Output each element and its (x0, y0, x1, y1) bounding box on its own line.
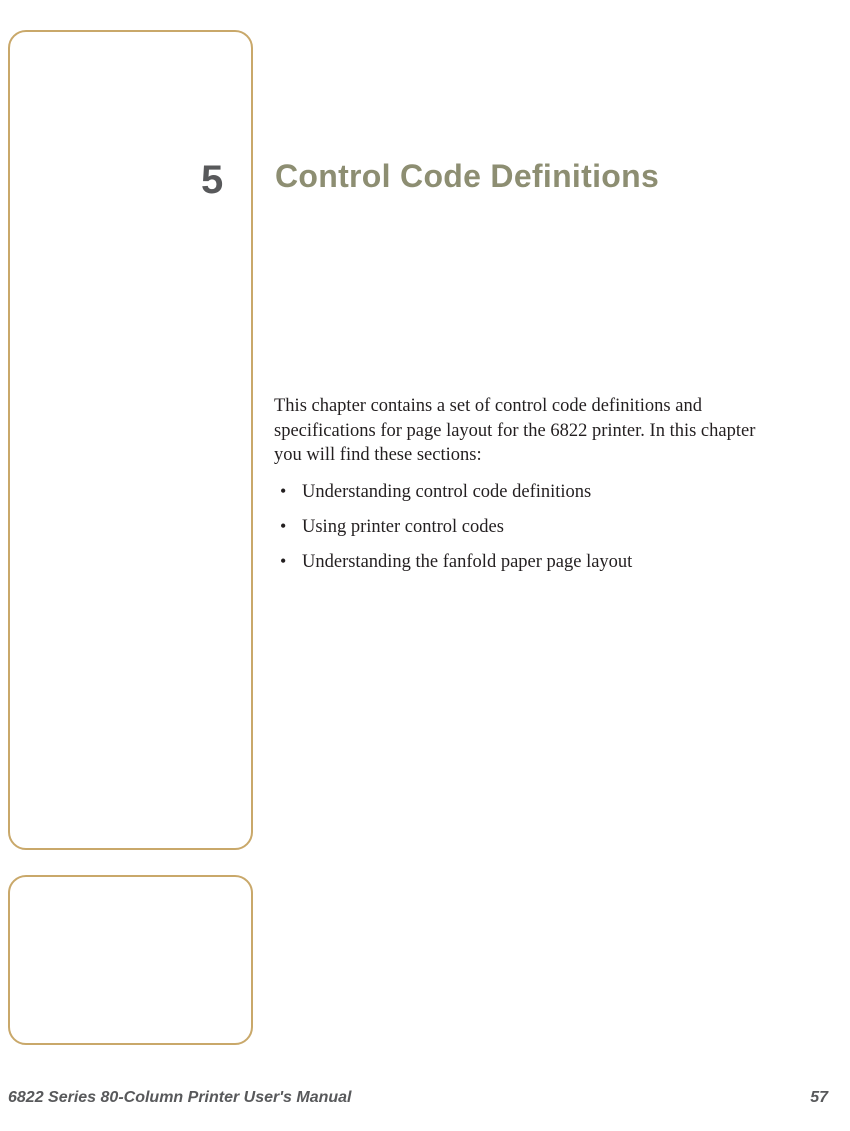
list-item: Understanding the fanfold paper page lay… (274, 550, 784, 574)
list-item: Understanding control code definitions (274, 480, 784, 504)
chapter-number: 5 (201, 158, 223, 203)
intro-paragraph: This chapter contains a set of control c… (274, 394, 784, 468)
footer-page-number: 57 (810, 1089, 828, 1107)
list-item: Using printer control codes (274, 515, 784, 539)
left-sidebar-box-small (8, 875, 253, 1045)
page-footer: 6822 Series 80-Column Printer User's Man… (8, 1089, 828, 1107)
left-sidebar-box-large (8, 30, 253, 850)
chapter-title: Control Code Definitions (275, 158, 659, 195)
footer-manual-title: 6822 Series 80-Column Printer User's Man… (8, 1089, 352, 1107)
section-bullet-list: Understanding control code definitions U… (274, 480, 784, 585)
